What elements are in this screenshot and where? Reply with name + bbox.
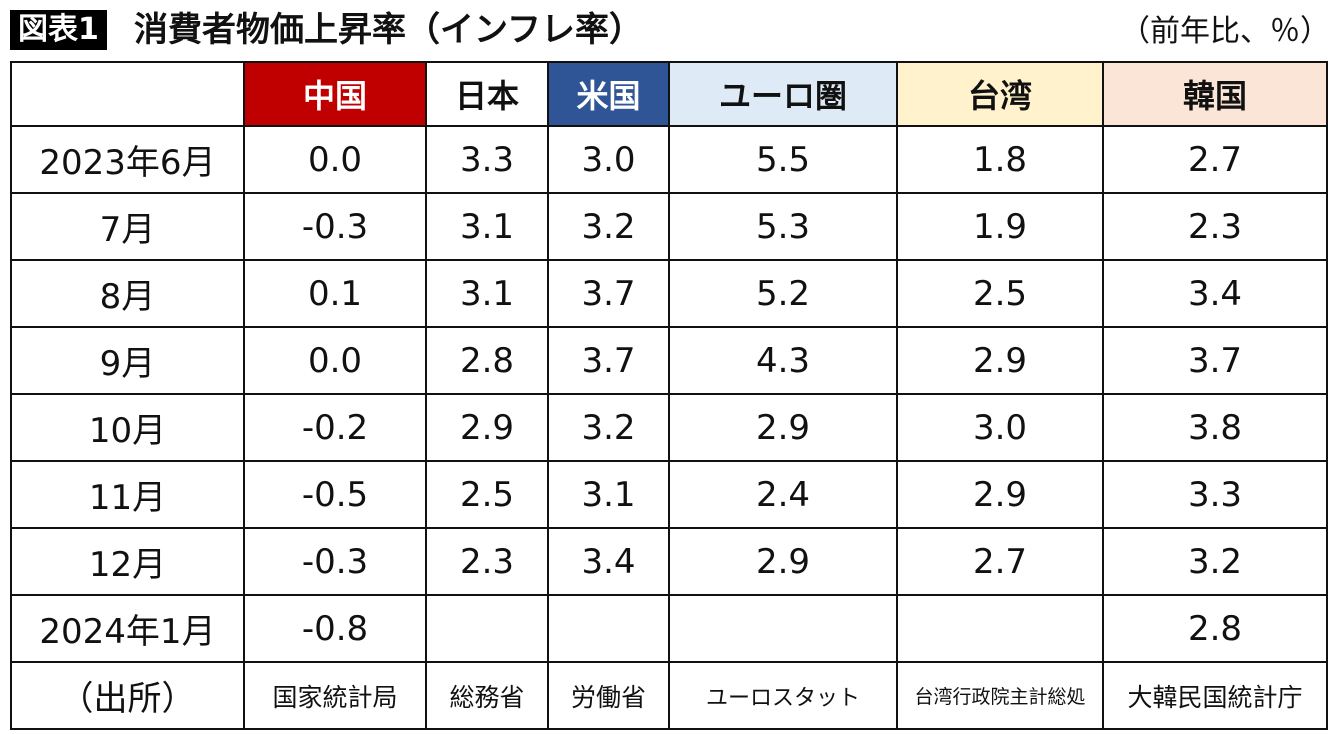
header-korea: 韓国 xyxy=(1102,61,1328,127)
cell-eurozone: 5.5 xyxy=(668,125,898,194)
header-corner xyxy=(10,61,245,127)
source-row: （出所） 国家統計局 総務省 労働省 ユーロスタット 台湾行政院主計総処 大韓民… xyxy=(10,661,1328,730)
row-label: 8月 xyxy=(10,259,245,328)
cell-korea: 3.8 xyxy=(1102,393,1328,462)
cell-taiwan: 2.9 xyxy=(896,326,1104,395)
cell-us: 3.4 xyxy=(547,527,670,596)
table-row: 8月 0.1 3.1 3.7 5.2 2.5 3.4 xyxy=(10,259,1328,328)
cell-us: 3.2 xyxy=(547,192,670,261)
cell-us: 3.7 xyxy=(547,259,670,328)
table-row: 9月 0.0 2.8 3.7 4.3 2.9 3.7 xyxy=(10,326,1328,395)
cell-eurozone: 2.9 xyxy=(668,527,898,596)
title-row: 図表1 消費者物価上昇率（インフレ率） （前年比、％） xyxy=(10,6,1334,56)
inflation-table: 中国 日本 米国 ユーロ圏 台湾 韓国 2023年6月 0.0 3.3 3.0 … xyxy=(10,61,1328,730)
cell-china: -0.5 xyxy=(243,460,427,529)
cell-taiwan xyxy=(896,594,1104,663)
cell-china: -0.8 xyxy=(243,594,427,663)
row-label: 2023年6月 xyxy=(10,125,245,194)
header-eurozone: ユーロ圏 xyxy=(668,61,898,127)
cell-japan: 3.1 xyxy=(425,259,549,328)
cell-korea: 3.3 xyxy=(1102,460,1328,529)
cell-korea: 3.2 xyxy=(1102,527,1328,596)
cell-taiwan: 1.9 xyxy=(896,192,1104,261)
source-taiwan: 台湾行政院主計総処 xyxy=(896,661,1104,730)
row-label: 7月 xyxy=(10,192,245,261)
cell-taiwan: 3.0 xyxy=(896,393,1104,462)
cell-china: 0.1 xyxy=(243,259,427,328)
cell-japan: 2.8 xyxy=(425,326,549,395)
row-label: 12月 xyxy=(10,527,245,596)
cell-korea: 3.7 xyxy=(1102,326,1328,395)
cell-china: 0.0 xyxy=(243,326,427,395)
header-us: 米国 xyxy=(547,61,670,127)
cell-japan: 2.5 xyxy=(425,460,549,529)
header-row: 中国 日本 米国 ユーロ圏 台湾 韓国 xyxy=(10,61,1328,127)
table-row: 10月 -0.2 2.9 3.2 2.9 3.0 3.8 xyxy=(10,393,1328,462)
figure-label: 図表1 xyxy=(10,10,107,50)
row-label: 2024年1月 xyxy=(10,594,245,663)
cell-china: -0.3 xyxy=(243,527,427,596)
cell-korea: 2.8 xyxy=(1102,594,1328,663)
source-row-label: （出所） xyxy=(10,661,245,730)
cell-us: 3.1 xyxy=(547,460,670,529)
cell-japan: 2.9 xyxy=(425,393,549,462)
cell-us: 3.0 xyxy=(547,125,670,194)
source-japan: 総務省 xyxy=(425,661,549,730)
cell-china: 0.0 xyxy=(243,125,427,194)
cell-eurozone: 2.9 xyxy=(668,393,898,462)
table-row: 11月 -0.5 2.5 3.1 2.4 2.9 3.3 xyxy=(10,460,1328,529)
cell-china: -0.3 xyxy=(243,192,427,261)
header-japan: 日本 xyxy=(425,61,549,127)
cell-eurozone: 5.2 xyxy=(668,259,898,328)
source-korea: 大韓民国統計庁 xyxy=(1102,661,1328,730)
row-label: 11月 xyxy=(10,460,245,529)
cell-japan: 2.3 xyxy=(425,527,549,596)
cell-korea: 2.7 xyxy=(1102,125,1328,194)
cell-taiwan: 2.7 xyxy=(896,527,1104,596)
cell-japan: 3.3 xyxy=(425,125,549,194)
cell-korea: 2.3 xyxy=(1102,192,1328,261)
cell-korea: 3.4 xyxy=(1102,259,1328,328)
cell-eurozone: 2.4 xyxy=(668,460,898,529)
cell-taiwan: 1.8 xyxy=(896,125,1104,194)
cell-taiwan: 2.5 xyxy=(896,259,1104,328)
table-row: 7月 -0.3 3.1 3.2 5.3 1.9 2.3 xyxy=(10,192,1328,261)
cell-us: 3.2 xyxy=(547,393,670,462)
cell-japan xyxy=(425,594,549,663)
source-china: 国家統計局 xyxy=(243,661,427,730)
cell-china: -0.2 xyxy=(243,393,427,462)
figure-title: 消費者物価上昇率（インフレ率） xyxy=(134,10,643,50)
cell-japan: 3.1 xyxy=(425,192,549,261)
row-label: 10月 xyxy=(10,393,245,462)
cell-us xyxy=(547,594,670,663)
cell-us: 3.7 xyxy=(547,326,670,395)
table-row: 2024年1月 -0.8 2.8 xyxy=(10,594,1328,663)
table-row: 2023年6月 0.0 3.3 3.0 5.5 1.8 2.7 xyxy=(10,125,1328,194)
source-eurozone: ユーロスタット xyxy=(668,661,898,730)
source-us: 労働省 xyxy=(547,661,670,730)
cell-taiwan: 2.9 xyxy=(896,460,1104,529)
cell-eurozone xyxy=(668,594,898,663)
unit-note: （前年比、％） xyxy=(1120,14,1330,49)
cell-eurozone: 4.3 xyxy=(668,326,898,395)
header-china: 中国 xyxy=(243,61,427,127)
cell-eurozone: 5.3 xyxy=(668,192,898,261)
row-label: 9月 xyxy=(10,326,245,395)
header-taiwan: 台湾 xyxy=(896,61,1104,127)
table-row: 12月 -0.3 2.3 3.4 2.9 2.7 3.2 xyxy=(10,527,1328,596)
